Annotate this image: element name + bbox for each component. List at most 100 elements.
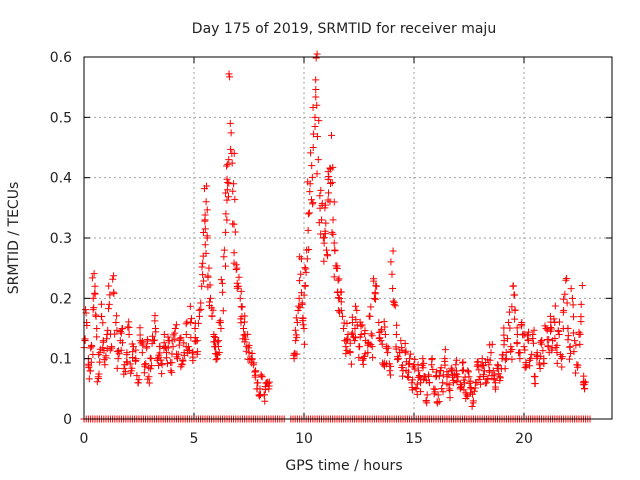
data-point [103, 345, 111, 353]
data-point [257, 371, 265, 379]
data-point [420, 359, 428, 367]
data-point [85, 375, 93, 383]
data-point [509, 282, 517, 290]
data-point [99, 344, 107, 352]
data-point [306, 188, 314, 196]
data-point [322, 246, 330, 254]
data-point [322, 219, 330, 227]
grid-lines [84, 57, 612, 419]
data-point [212, 356, 220, 364]
data-point [133, 372, 141, 380]
data-point [577, 300, 585, 308]
data-point [201, 225, 209, 233]
data-point [491, 383, 499, 391]
data-point [127, 369, 135, 377]
data-point [453, 370, 461, 378]
data-point [205, 264, 213, 272]
data-point [347, 360, 355, 368]
data-point [198, 263, 206, 271]
data-point [90, 270, 98, 278]
data-point [481, 379, 489, 387]
data-point [485, 368, 493, 376]
data-point [478, 355, 486, 363]
data-point [446, 394, 454, 402]
data-point [530, 372, 538, 380]
data-point [295, 302, 303, 310]
data-point [196, 312, 203, 320]
data-point [318, 216, 326, 224]
data-point [337, 288, 345, 296]
data-point [566, 343, 574, 351]
data-point [236, 294, 244, 302]
data-point [87, 341, 95, 349]
data-point [188, 348, 196, 356]
data-point [171, 335, 179, 343]
data-point [85, 362, 93, 370]
data-point [256, 385, 264, 393]
data-point [143, 344, 151, 352]
data-point [174, 355, 181, 363]
data-point [342, 350, 350, 358]
data-point [217, 325, 225, 333]
data-point [398, 361, 406, 369]
data-point [302, 265, 310, 273]
data-point [182, 331, 190, 339]
data-point [105, 282, 113, 290]
data-point [163, 360, 171, 368]
data-point [217, 276, 225, 284]
data-point [558, 363, 566, 371]
y-tick-label: 0.5 [50, 110, 72, 126]
data-point [312, 54, 320, 62]
data-point [381, 323, 389, 331]
data-point [386, 371, 394, 379]
data-point [444, 371, 452, 379]
data-point [570, 313, 578, 321]
data-point [171, 325, 179, 332]
data-point [387, 258, 395, 266]
data-point [501, 356, 509, 364]
data-point [132, 346, 140, 354]
data-point [401, 349, 409, 357]
data-point [484, 375, 492, 383]
data-point [237, 287, 245, 295]
data-point [216, 317, 224, 325]
data-point [408, 386, 416, 394]
data-point [293, 350, 301, 358]
data-point [530, 339, 538, 347]
data-point [226, 73, 234, 81]
data-point [569, 301, 577, 309]
data-point [89, 294, 97, 302]
data-point [314, 156, 322, 164]
data-point [208, 312, 216, 320]
data-point [577, 318, 585, 326]
data-point [128, 364, 136, 372]
data-point [187, 318, 195, 326]
data-point [460, 366, 468, 374]
data-point [309, 104, 317, 112]
y-tick-label: 0.1 [50, 352, 72, 368]
data-point [431, 388, 439, 396]
data-point [210, 333, 218, 341]
data-point [330, 239, 338, 247]
data-point [112, 318, 120, 326]
data-point [292, 314, 300, 322]
data-point [229, 187, 237, 195]
data-point [507, 347, 515, 355]
data-point [326, 164, 334, 172]
data-point [449, 376, 457, 384]
data-point [238, 303, 246, 311]
data-point [513, 324, 521, 332]
data-point [367, 341, 375, 349]
data-point [105, 305, 113, 313]
data-point [533, 351, 541, 359]
y-tick-label: 0.3 [50, 231, 72, 247]
data-point [215, 319, 223, 327]
data-point [114, 355, 122, 363]
data-point [485, 361, 493, 369]
data-point [312, 86, 320, 94]
data-point [452, 361, 460, 369]
data-point [375, 318, 383, 326]
data-point [329, 163, 337, 171]
data-point [110, 290, 118, 298]
data-point [138, 349, 146, 357]
